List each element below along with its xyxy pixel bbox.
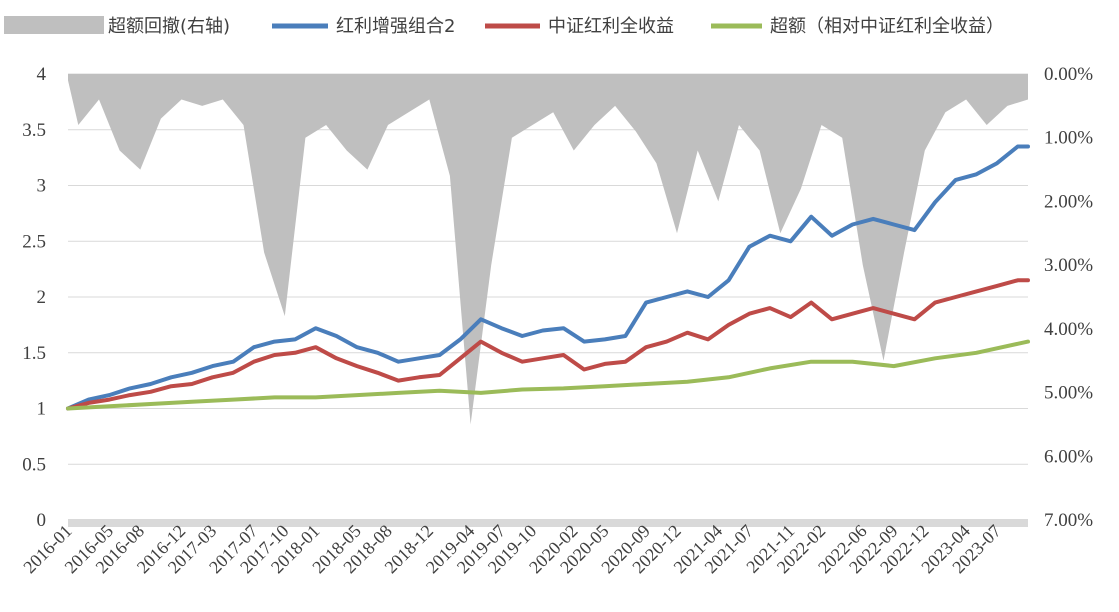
y-left-tick-label: 1 xyxy=(37,399,47,420)
y-right-tick-label: 3.00% xyxy=(1044,255,1093,276)
y-right-tick-label: 5.00% xyxy=(1044,383,1093,404)
plot-area xyxy=(66,74,1030,425)
axes: 0 0.5 1 1.5 2 2.5 3 3.5 4 0.00% 1.00% 2.00% 3.00% 4.0… xyxy=(19,64,1093,577)
y-right-tick-label: 0.00% xyxy=(1044,64,1093,85)
legend-label: 超额回撤(右轴) xyxy=(108,16,230,37)
legend-label: 红利增强组合2 xyxy=(336,16,455,37)
y-right-tick-label: 6.00% xyxy=(1044,446,1093,467)
y-left-tick-label: 3 xyxy=(37,176,47,197)
legend-label: 中证红利全收益 xyxy=(548,16,674,37)
series-line-1 xyxy=(66,144,1030,411)
legend-swatch xyxy=(4,16,104,34)
series-drawdown-area xyxy=(68,74,1028,425)
y-right-tick-label: 1.00% xyxy=(1044,128,1093,149)
series-line-3 xyxy=(66,339,1030,411)
legend-label: 超额（相对中证红利全收益） xyxy=(770,16,1004,37)
series-line-2 xyxy=(66,278,1030,411)
x-axis-line xyxy=(68,519,1028,527)
y-left-tick-label: 2.5 xyxy=(22,231,46,252)
y-left-tick-label: 0.5 xyxy=(22,454,46,475)
y-left-tick-label: 1.5 xyxy=(22,343,46,364)
y-left-tick-label: 4 xyxy=(37,64,47,85)
y-left-tick-label: 3.5 xyxy=(22,120,46,141)
y-right-tick-label: 7.00% xyxy=(1044,510,1093,531)
legend: 超额回撤(右轴) 红利增强组合2 中证红利全收益 超额（相对中证红利全收益） xyxy=(4,16,1004,37)
y-left-tick-label: 0 xyxy=(37,510,47,531)
y-right-tick-label: 2.00% xyxy=(1044,191,1093,212)
y-right-tick-label: 4.00% xyxy=(1044,319,1093,340)
y-left-tick-label: 2 xyxy=(37,287,47,308)
